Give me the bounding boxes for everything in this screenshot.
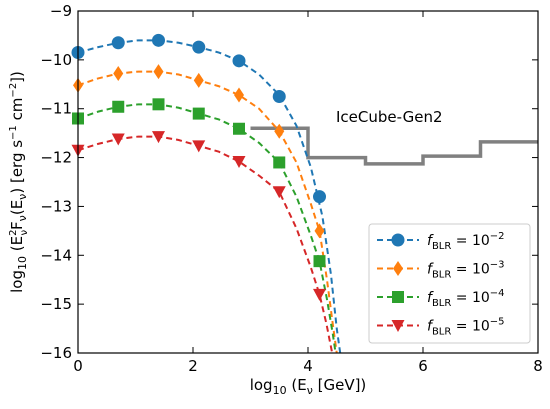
y-tick-label: −11 [40, 100, 72, 118]
legend-marker-1 [391, 233, 405, 247]
x-tick-label: 2 [188, 357, 198, 375]
series-line-4 [78, 135, 334, 353]
data-point-series-3 [152, 98, 165, 111]
y-tick-label: −15 [40, 295, 72, 313]
y-tick-label: −9 [50, 2, 72, 20]
legend-marker-2 [393, 261, 403, 276]
legend-label-4: fBLR = 10−5 [427, 317, 505, 338]
data-point-series-3 [313, 255, 326, 268]
sensitivity-curve [250, 126, 538, 166]
data-point-series-2 [153, 64, 164, 80]
data-point-series-2 [193, 72, 204, 88]
legend-box [368, 223, 531, 344]
data-point-series-4 [111, 133, 125, 146]
x-tick-label: 6 [418, 357, 428, 375]
data-point-series-3 [273, 156, 286, 169]
legend-marker-4 [391, 320, 405, 332]
data-point-series-2 [234, 87, 244, 103]
legend-label-3: fBLR = 10−4 [427, 288, 505, 309]
series-line-3 [78, 103, 337, 353]
data-point-series-3 [192, 107, 205, 120]
series-line-2 [78, 70, 338, 353]
data-point-series-1 [152, 33, 165, 47]
sensitivity-label: IceCube-Gen2 [336, 108, 443, 126]
data-point-series-1 [313, 190, 326, 204]
y-tick-label: −16 [40, 344, 72, 362]
x-tick-label: 0 [73, 357, 83, 375]
data-point-series-1 [192, 40, 206, 54]
y-tick-label: −12 [40, 149, 72, 167]
x-tick-label: 8 [533, 357, 543, 375]
y-tick-label: −10 [40, 51, 72, 69]
data-point-series-1 [232, 54, 246, 68]
legend-label-2: fBLR = 10−3 [427, 260, 505, 281]
x-axis-label: log10 (Eν [GeV]) [250, 376, 367, 397]
data-point-series-2 [113, 66, 124, 82]
data-point-series-2 [274, 123, 285, 139]
data-point-series-4 [192, 140, 206, 153]
series-line-1 [78, 39, 342, 353]
legend: fBLR = 10−2 fBLR = 10−3 fBLR = 10−4 fBLR = … [368, 223, 531, 344]
data-point-series-3 [233, 122, 245, 135]
data-point-series-2 [314, 223, 325, 239]
data-point-series-1 [111, 36, 125, 50]
data-point-series-4 [272, 186, 286, 199]
legend-marker-3 [392, 291, 404, 303]
data-point-series-4 [232, 155, 246, 168]
x-tick-label: 4 [303, 357, 313, 375]
y-tick-label: −13 [40, 197, 72, 215]
data-point-series-4 [313, 288, 326, 301]
y-tick-label: −14 [40, 246, 72, 264]
y-axis-label: log10 (E2νFν(Eν) [erg s−1 cm−2]) [8, 71, 30, 293]
data-point-series-1 [272, 90, 286, 103]
data-point-series-3 [112, 100, 125, 113]
data-point-series-4 [152, 131, 165, 144]
legend-label-1: fBLR = 10−2 [427, 231, 505, 252]
